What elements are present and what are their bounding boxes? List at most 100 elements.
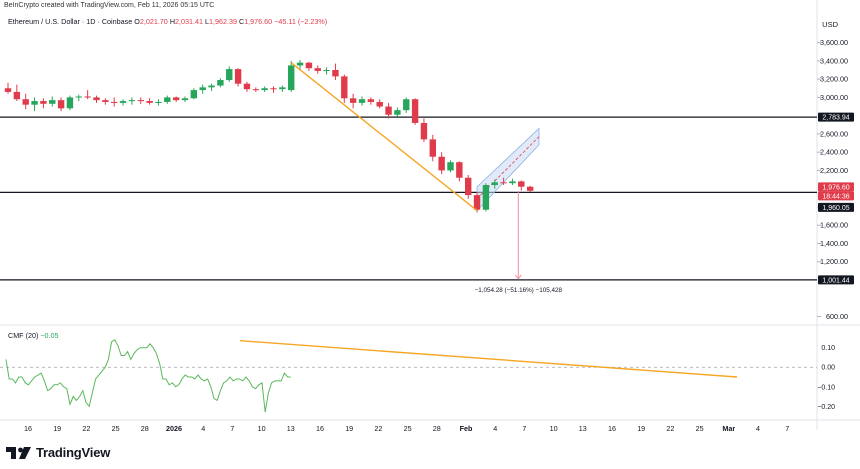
- price-tick-label: 3,200.00: [820, 75, 848, 84]
- candle-body: [456, 162, 463, 178]
- time-tick-label: 19: [345, 424, 353, 433]
- price-trendline: [290, 62, 478, 212]
- price-tick-label: 2,600.00: [820, 129, 848, 138]
- candle-body: [482, 185, 490, 210]
- price-label-box: [818, 191, 854, 201]
- candle-body: [243, 83, 251, 90]
- price-tick-label: 2,400.00: [820, 148, 848, 157]
- symbol-legend: Ethereum / U.S. Dollar · 1D · Coinbase O…: [8, 17, 327, 26]
- price-label-box: [818, 182, 854, 192]
- candle-body: [518, 181, 525, 187]
- high-label: H: [169, 17, 176, 26]
- candle-body: [385, 106, 392, 115]
- price-tick-label: 1,600.00: [820, 221, 848, 230]
- price-tick-label: 1,400.00: [820, 239, 848, 248]
- change-value: −45.11 (−2.23%): [274, 17, 328, 26]
- candle-body: [341, 76, 348, 99]
- time-tick-label: Mar: [722, 424, 735, 433]
- candle-body: [84, 96, 91, 98]
- candle-body: [358, 99, 366, 103]
- candle-body: [500, 182, 507, 184]
- cmf-legend: CMF (20) −0.05: [8, 331, 59, 340]
- price-tick-label: 3,400.00: [820, 56, 848, 65]
- low-label: L: [205, 17, 209, 26]
- candle-body: [31, 101, 38, 105]
- candle-body: [261, 88, 268, 91]
- time-tick-label: 10: [550, 424, 558, 433]
- candle-body: [190, 90, 198, 99]
- candle-body: [22, 99, 29, 105]
- candle-body: [128, 100, 136, 102]
- candle-body: [403, 99, 410, 111]
- tradingview-logo[interactable]: TradingView: [6, 445, 110, 460]
- measure-label: −1,054.28 (−51.16%) −105,428: [475, 287, 563, 294]
- candle-body: [420, 122, 428, 140]
- candle-body: [93, 97, 100, 101]
- tradingview-logo-icon: [6, 446, 31, 459]
- cmf-trendline: [239, 339, 738, 378]
- chart-credit: BeInCrypto created with TradingView.com,…: [4, 2, 215, 9]
- open-label: O: [134, 17, 140, 26]
- time-tick-label: 4: [493, 424, 497, 433]
- candle-body: [102, 100, 109, 102]
- candle-body: [252, 89, 259, 91]
- currency-label[interactable]: USD: [822, 20, 838, 29]
- price-label-box: [818, 202, 854, 212]
- candle-body: [217, 80, 224, 86]
- time-tick-label: 16: [316, 424, 324, 433]
- candle-body: [438, 156, 445, 171]
- candle-body: [323, 70, 330, 71]
- candle-body: [40, 101, 47, 104]
- time-tick-label: 10: [258, 424, 266, 433]
- tradingview-wordmark: TradingView: [36, 445, 111, 460]
- candle-body: [491, 182, 498, 186]
- time-axis[interactable]: 16 19 22 25 28 2026 4 7 10 13 16 19 22 25 28 Feb 4 7 10 13 1…: [0, 419, 860, 433]
- measure-tool: −1,054.28 (−51.16%) −105,428: [475, 190, 563, 294]
- cmf-tick-label: 0.10: [821, 345, 835, 352]
- candle-body: [296, 62, 304, 66]
- price-axis[interactable]: 3,600.00 3,400.00 3,200.00 3,000.00 2,600.00…: [817, 38, 854, 321]
- candle-body: [349, 98, 357, 103]
- price-grid: [0, 0, 860, 430]
- time-tick-label: 7: [522, 424, 526, 433]
- time-tick-label: 7: [230, 424, 234, 433]
- time-tick-label: 13: [579, 424, 587, 433]
- candle-body: [332, 70, 339, 77]
- time-tick-label: 22: [374, 424, 382, 433]
- cmf-name: CMF (20): [8, 331, 39, 340]
- candle-body: [288, 65, 295, 91]
- candle-body: [367, 99, 375, 102]
- close-label: C: [238, 17, 245, 26]
- price-label-text: 1,976.60: [822, 184, 849, 191]
- candle-body: [270, 88, 277, 90]
- low-value: 1,962.39: [209, 17, 237, 26]
- time-tick-label: 28: [433, 424, 441, 433]
- price-tick-label: 1,200.00: [820, 257, 848, 266]
- candle-body: [526, 186, 534, 191]
- candle-body: [279, 87, 286, 90]
- candle-body: [146, 101, 153, 103]
- time-tick-label: 22: [666, 424, 674, 433]
- candle-body: [234, 69, 242, 84]
- candle-body: [429, 139, 436, 157]
- price-label-box: [818, 112, 854, 122]
- cmf-tick-label: −0.10: [817, 384, 835, 391]
- price-tick-label: 3,000.00: [820, 93, 848, 102]
- time-tick-label: 16: [608, 424, 616, 433]
- candle-body: [226, 69, 233, 81]
- time-tick-label: 4: [756, 424, 760, 433]
- time-tick-label: 2026: [166, 424, 182, 433]
- time-tick-label: 25: [696, 424, 704, 433]
- price-tick-label: 3,600.00: [820, 38, 848, 47]
- candle-body: [376, 101, 383, 107]
- candle-body: [305, 62, 313, 69]
- candle-body: [4, 88, 12, 92]
- price-label-text: 2,783.94: [822, 115, 849, 122]
- time-tick-label: 25: [404, 424, 412, 433]
- horizontal-levels: [0, 116, 817, 281]
- close-value: 1,976.60: [244, 17, 273, 26]
- candle-body: [137, 100, 144, 102]
- cmf-tick-label: 0.00: [821, 365, 835, 372]
- candle-body: [447, 162, 454, 171]
